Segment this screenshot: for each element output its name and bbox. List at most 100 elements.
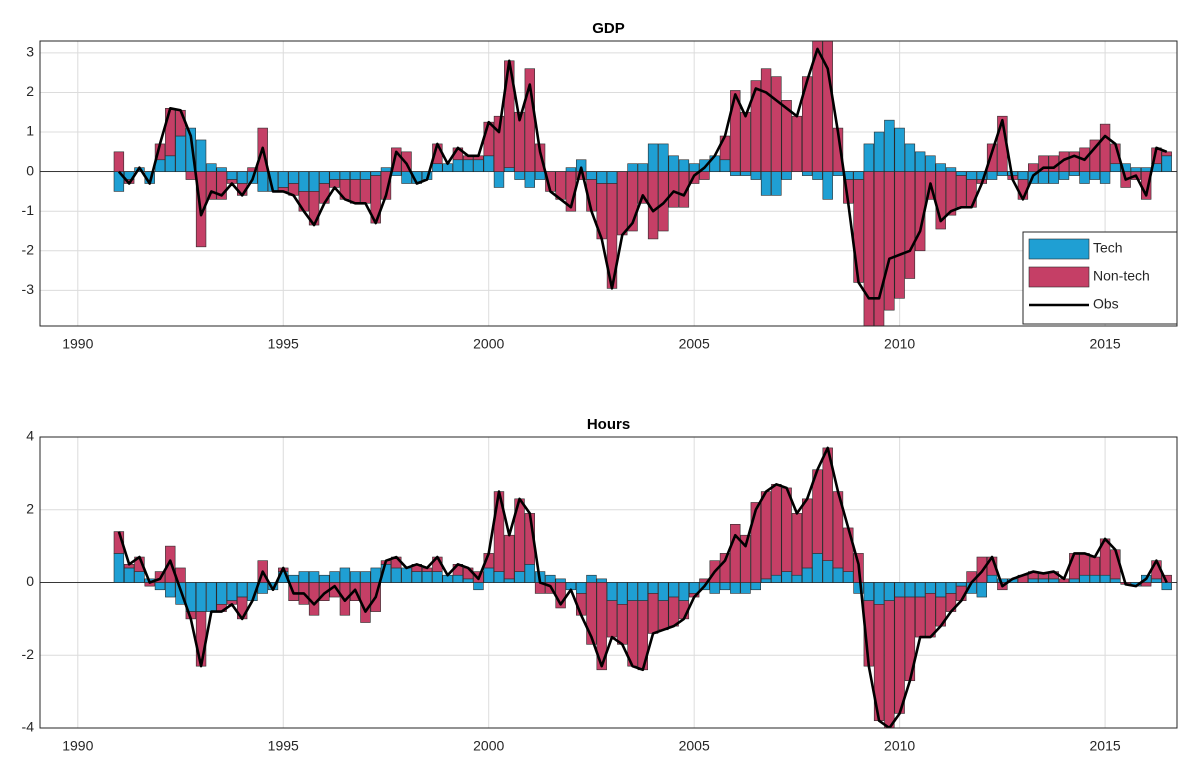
bar [760, 491, 772, 580]
bar [154, 582, 166, 591]
bar [791, 574, 803, 583]
y-tick-label: -4 [22, 719, 35, 735]
bar [606, 171, 618, 184]
bar [617, 582, 628, 605]
bar [349, 571, 361, 583]
bar [781, 487, 792, 572]
y-tick-label: 1 [26, 123, 34, 139]
bar [1048, 171, 1059, 184]
y-tick-label: -2 [22, 241, 35, 257]
bar [504, 534, 515, 580]
axes-box [39, 40, 1178, 327]
bar [637, 163, 648, 172]
bar [771, 171, 782, 196]
bar [658, 143, 669, 172]
legend-label: Tech [1093, 240, 1123, 256]
bar [719, 135, 731, 161]
bar [884, 119, 895, 172]
bar [514, 171, 525, 180]
bar [760, 578, 772, 583]
x-tick-label: 1990 [62, 336, 93, 352]
bar [226, 582, 238, 601]
bar [730, 171, 741, 176]
bar [730, 523, 741, 583]
bar [812, 171, 823, 180]
bar [473, 582, 484, 591]
bar [1069, 151, 1080, 172]
bar [812, 553, 823, 583]
bar [401, 171, 412, 184]
x-tick-label: 1995 [268, 336, 299, 352]
bar [596, 578, 607, 583]
bar [750, 582, 761, 591]
bar [914, 151, 926, 172]
bar [319, 582, 330, 601]
bar [699, 171, 710, 180]
bar [1017, 171, 1029, 180]
bar [206, 171, 217, 200]
x-tick-label: 2010 [884, 336, 915, 352]
bar [771, 574, 782, 583]
bar [925, 155, 936, 172]
bar [391, 567, 402, 583]
bar [1058, 171, 1070, 180]
bar [1161, 582, 1172, 591]
bar [391, 147, 402, 172]
bar [1079, 553, 1090, 576]
bar [750, 171, 761, 180]
bar [504, 578, 515, 583]
bar [986, 574, 998, 583]
bar [226, 171, 238, 180]
bar [997, 171, 1008, 176]
bar [452, 574, 464, 583]
bar [1038, 155, 1049, 172]
bar [822, 171, 833, 200]
bar [1161, 155, 1172, 172]
bar [493, 171, 505, 188]
x-tick-label: 2000 [473, 738, 504, 754]
bar [791, 513, 803, 576]
bar [1141, 167, 1152, 172]
bar [370, 171, 381, 176]
bar [575, 582, 587, 594]
legend-label: Non-tech [1093, 268, 1150, 284]
bar [360, 179, 371, 204]
bar [750, 502, 761, 583]
bar [637, 582, 648, 601]
bar [843, 527, 854, 572]
bar [1069, 171, 1080, 176]
bar [781, 100, 792, 172]
bar [421, 571, 433, 583]
bar [349, 179, 361, 204]
bar [668, 155, 679, 172]
bar [493, 571, 505, 583]
chart-title: Hours [587, 416, 630, 433]
bar [298, 171, 309, 192]
bar [360, 571, 371, 583]
bar [873, 131, 885, 172]
bar [113, 553, 125, 583]
bar [1130, 167, 1142, 172]
x-tick-label: 2005 [679, 738, 710, 754]
bar [647, 593, 659, 634]
bar [493, 115, 505, 172]
bar [956, 175, 967, 208]
bar [1058, 151, 1070, 172]
bar [514, 111, 525, 172]
y-tick-label: 0 [26, 573, 34, 589]
bar [688, 163, 700, 172]
bar [935, 163, 946, 172]
bar [863, 582, 874, 601]
bar [391, 171, 402, 176]
bar [288, 574, 299, 583]
bar [740, 171, 751, 176]
bar [617, 171, 628, 236]
bar [873, 582, 885, 605]
bar [812, 41, 823, 172]
legend: Tech Non-tech Obs [1022, 231, 1178, 325]
bar [596, 171, 607, 184]
bar [801, 498, 813, 569]
bar [165, 107, 176, 157]
y-tick-label: 0 [26, 162, 34, 178]
